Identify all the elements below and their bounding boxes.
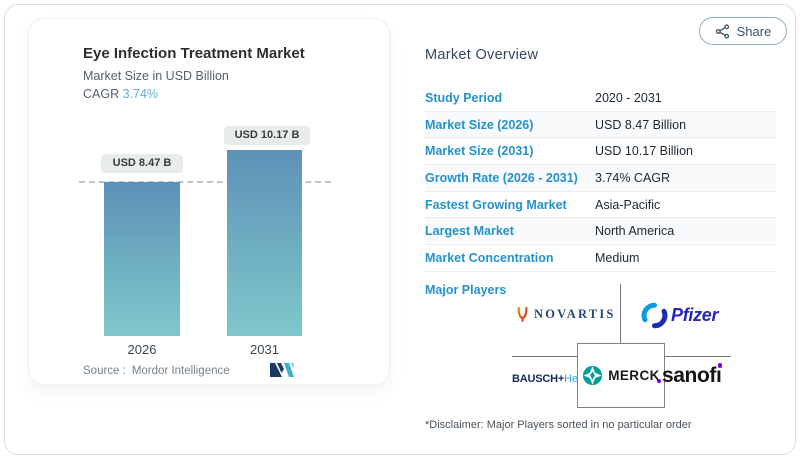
- major-players-label: Major Players: [425, 283, 507, 297]
- chart-title: Eye Infection Treatment Market: [83, 45, 305, 62]
- novartis-logo: NOVARTIS: [516, 306, 616, 322]
- row-label: Market Concentration: [425, 250, 554, 265]
- row-value: Medium: [595, 250, 640, 265]
- table-row: Market Concentration Medium: [425, 245, 776, 272]
- bar-2031: [227, 150, 302, 336]
- source-value: Mordor Intelligence: [131, 365, 230, 377]
- pfizer-wordmark: Pfizer: [671, 305, 719, 325]
- source-label: Source :: [83, 365, 126, 377]
- overview-table: Study Period 2020 - 2031 Market Size (202…: [425, 85, 776, 272]
- chart-subtitle: Market Size in USD Billion: [83, 69, 229, 83]
- sanofi-wordmark: sanof: [662, 364, 717, 387]
- x-axis-label-2026: 2026: [127, 342, 157, 357]
- row-label: Growth Rate (2026 - 2031): [425, 170, 578, 185]
- source-line: Source : Mordor Intelligence: [83, 365, 230, 377]
- sanofi-purple-dot: [657, 379, 661, 383]
- x-axis-label-2031: 2031: [250, 342, 279, 357]
- table-row: Market Size (2026) USD 8.47 Billion: [425, 111, 776, 139]
- row-value: USD 10.17 Billion: [595, 144, 693, 159]
- mordor-intelligence-logo-icon: [270, 363, 294, 377]
- share-button[interactable]: Share: [699, 17, 787, 45]
- share-icon: [715, 23, 729, 39]
- table-row: Market Size (2031) USD 10.17 Billion: [425, 138, 776, 166]
- chart-card: Eye Infection Treatment Market Market Si…: [28, 18, 390, 385]
- row-value: USD 8.47 Billion: [595, 117, 687, 132]
- value-badge-2026: USD 8.47 B: [101, 154, 183, 173]
- merck-logo-box: MERCK: [577, 343, 665, 408]
- merck-circle-icon: [583, 365, 603, 386]
- sanofi-i-dot: [717, 363, 723, 368]
- merck-wordmark: MERCK: [608, 368, 660, 383]
- row-label: Market Size (2026): [425, 117, 534, 132]
- row-label: Fastest Growing Market: [425, 197, 567, 212]
- pfizer-swirl-icon: [641, 302, 668, 329]
- bausch-wordmark: BAUSCH+: [512, 373, 565, 385]
- sanofi-logo: sanofı: [657, 363, 723, 388]
- row-label: Largest Market: [425, 224, 514, 239]
- reference-dashed-line: [79, 181, 331, 183]
- pfizer-logo: Pfizer: [641, 302, 719, 329]
- row-label: Study Period: [425, 90, 503, 105]
- share-label: Share: [736, 23, 772, 39]
- cagr-label: CAGR: [83, 87, 123, 101]
- novartis-wordmark: NOVARTIS: [534, 306, 616, 321]
- novartis-flame-icon: [517, 307, 528, 322]
- bar-2026: [104, 182, 180, 336]
- value-badge-2031: USD 10.17 B: [224, 126, 310, 145]
- row-label: Market Size (2031): [425, 144, 534, 159]
- sanofi-i-letter: ı: [716, 363, 723, 387]
- players-grid-vline: [620, 284, 621, 344]
- cagr-value: 3.74%: [122, 87, 159, 101]
- overview-title: Market Overview: [425, 47, 539, 63]
- disclaimer-text: *Disclaimer: Major Players sorted in no …: [425, 419, 692, 431]
- row-value: Asia-Pacific: [595, 197, 661, 212]
- row-value: North America: [595, 224, 675, 239]
- table-row: Study Period 2020 - 2031: [425, 85, 776, 112]
- row-value: 3.74% CAGR: [595, 170, 671, 185]
- cagr-line: CAGR 3.74%: [83, 87, 158, 101]
- table-row: Growth Rate (2026 - 2031) 3.74% CAGR: [425, 165, 776, 192]
- table-row: Largest Market North America: [425, 218, 776, 246]
- row-value: 2020 - 2031: [595, 90, 662, 105]
- table-row: Fastest Growing Market Asia-Pacific: [425, 192, 776, 219]
